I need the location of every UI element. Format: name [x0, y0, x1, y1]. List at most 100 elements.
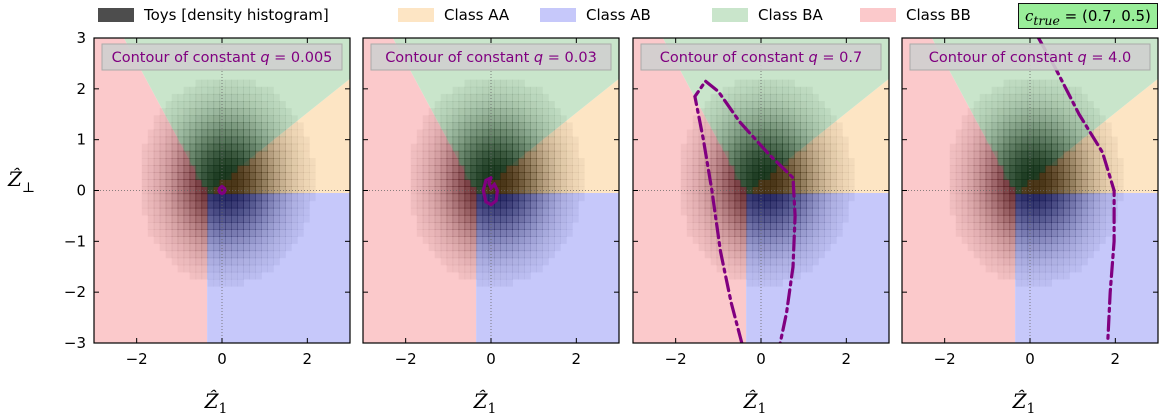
- density-cell: [488, 264, 495, 273]
- density-cell: [183, 122, 191, 131]
- density-cell: [458, 264, 466, 273]
- density-cell: [728, 101, 736, 109]
- density-cell: [560, 222, 567, 230]
- density-cell: [524, 86, 531, 95]
- density-cell: [949, 158, 957, 166]
- density-cell: [488, 207, 495, 216]
- density-cell: [476, 243, 484, 252]
- density-cell: [285, 172, 292, 180]
- density-cell: [1069, 86, 1076, 95]
- density-cell: [416, 229, 424, 237]
- density-cell: [794, 236, 801, 244]
- density-cell: [728, 172, 736, 180]
- density-cell: [219, 143, 226, 152]
- density-cell: [997, 200, 1005, 209]
- density-cell: [291, 172, 298, 180]
- density-cell: [494, 200, 501, 209]
- density-cell: [770, 207, 777, 216]
- density-cell: [794, 115, 801, 123]
- density-cell: [770, 229, 777, 237]
- density-cell: [997, 150, 1005, 159]
- density-cell: [195, 172, 203, 180]
- density-cell: [1021, 207, 1029, 216]
- density-cell: [746, 236, 754, 244]
- density-cell: [560, 229, 567, 237]
- density-cell: [1051, 122, 1058, 131]
- legend-swatch: [98, 8, 134, 22]
- density-cell: [961, 172, 969, 180]
- x-tick-label: 2: [842, 350, 852, 368]
- density-cell: [764, 214, 771, 223]
- density-cell: [464, 172, 472, 180]
- density-cell: [530, 214, 537, 223]
- density-cell: [973, 214, 981, 223]
- x-tick-label: 0: [1025, 350, 1035, 368]
- density-cell: [171, 179, 179, 187]
- density-cell: [219, 79, 226, 88]
- density-cell: [201, 150, 209, 159]
- density-cell: [428, 165, 436, 173]
- x-tick-label: 0: [756, 350, 766, 368]
- density-cell: [183, 93, 191, 102]
- density-cell: [1009, 229, 1017, 237]
- density-cell: [1087, 222, 1094, 230]
- density-cell: [488, 150, 495, 159]
- density-cell: [704, 143, 712, 152]
- density-cell: [830, 136, 837, 145]
- density-cell: [1057, 207, 1064, 216]
- density-cell: [458, 200, 466, 209]
- density-cell: [536, 86, 543, 95]
- density-cell: [482, 101, 490, 109]
- density-cell: [141, 150, 149, 159]
- density-cell: [991, 200, 999, 209]
- density-cell: [722, 264, 730, 273]
- density-cell: [692, 207, 700, 216]
- density-cell: [183, 229, 191, 237]
- density-cell: [770, 93, 777, 102]
- density-cell: [195, 79, 203, 88]
- density-cell: [812, 101, 819, 109]
- density-cell: [159, 207, 167, 216]
- density-cell: [255, 158, 262, 166]
- density-cell: [818, 243, 825, 252]
- density-cell: [494, 165, 501, 173]
- density-cell: [243, 257, 250, 266]
- density-cell: [985, 243, 993, 252]
- density-cell: [279, 101, 286, 109]
- density-cell: [830, 150, 837, 159]
- density-cell: [812, 200, 819, 209]
- density-cell: [1063, 243, 1070, 252]
- density-cell: [566, 229, 573, 237]
- density-cell: [524, 186, 531, 195]
- density-cell: [1051, 79, 1058, 88]
- density-cell: [494, 108, 501, 116]
- density-cell: [482, 207, 490, 216]
- density-cell: [464, 229, 472, 237]
- density-cell: [991, 86, 999, 95]
- density-cell: [991, 165, 999, 173]
- density-cell: [464, 250, 472, 259]
- density-cell: [452, 257, 460, 266]
- density-cell: [578, 193, 585, 202]
- density-cell: [782, 200, 789, 209]
- density-cell: [165, 250, 173, 259]
- density-cell: [512, 143, 519, 152]
- density-cell: [794, 93, 801, 102]
- density-cell: [500, 243, 507, 252]
- density-cell: [1063, 200, 1070, 209]
- density-cell: [147, 229, 155, 237]
- density-cell: [842, 143, 849, 152]
- density-cell: [842, 150, 849, 159]
- density-cell: [165, 200, 173, 209]
- density-cell: [225, 243, 232, 252]
- density-cell: [1045, 278, 1052, 287]
- density-cell: [782, 108, 789, 116]
- density-cell: [506, 186, 513, 195]
- contour-line: [217, 184, 227, 196]
- density-cell: [728, 243, 736, 252]
- density-cell: [967, 115, 975, 123]
- density-cell: [171, 150, 179, 159]
- density-cell: [776, 165, 783, 173]
- density-cell: [458, 193, 466, 202]
- density-cell: [955, 229, 963, 237]
